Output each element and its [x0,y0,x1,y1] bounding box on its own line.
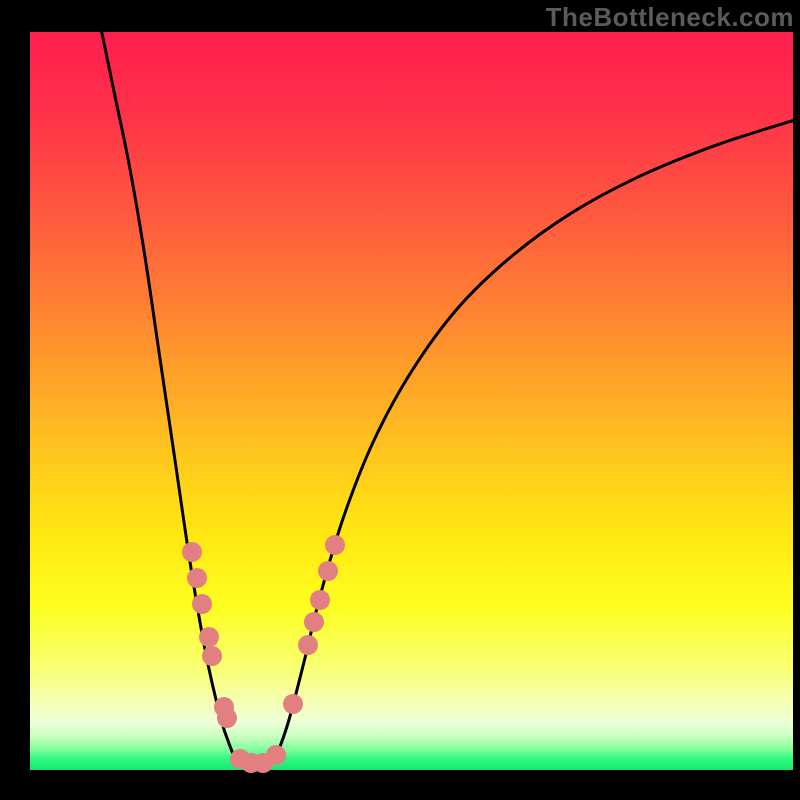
data-marker [266,745,286,765]
data-marker [182,542,202,562]
data-marker [187,568,207,588]
data-marker [310,590,330,610]
data-marker [304,612,324,632]
bottleneck-curve [30,32,793,770]
chart-plot-area [30,32,793,770]
data-marker [202,646,222,666]
data-marker [199,627,219,647]
data-marker [318,561,338,581]
data-marker [217,708,237,728]
data-marker [325,535,345,555]
frame-bottom [0,770,800,800]
frame-left [0,0,30,800]
frame-right [793,0,800,800]
data-marker [283,694,303,714]
data-marker [192,594,212,614]
data-marker [298,635,318,655]
watermark-text: TheBottleneck.com [546,2,794,33]
